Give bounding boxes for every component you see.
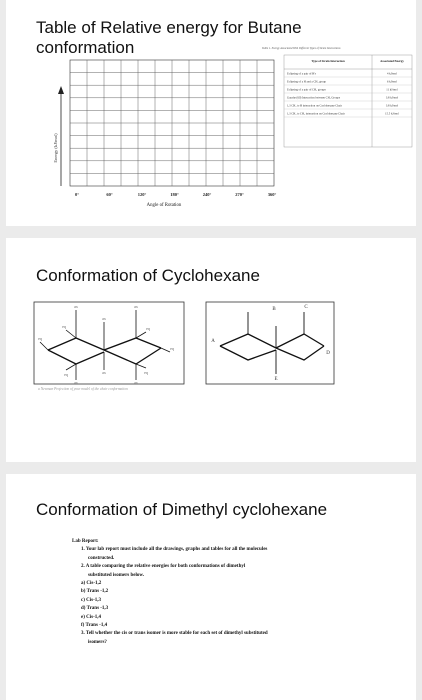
x-tick-label: 240° <box>203 192 212 197</box>
energy-grid <box>69 59 275 187</box>
label-letter-d: D <box>326 351 330 356</box>
ax-label: ax <box>74 380 78 385</box>
report-subitem: c) Cis-1,3 <box>81 597 101 603</box>
strain-energy-cell: 11 kJ/mol <box>386 88 398 92</box>
x-axis-label: Angle of Rotation <box>147 203 182 208</box>
cyclohexane-figures: ax ax ax eq eq eq eq eq eq ax ax ax <box>33 301 335 391</box>
eq-label: eq <box>170 346 174 351</box>
x-tick-labels: 0° 60° 120° 180° 240° 270° 360° <box>75 192 277 197</box>
report-item: isomers? <box>88 639 107 645</box>
report-item: substituted isomers below. <box>88 572 144 578</box>
cyclohexane-title: Conformation of Cyclohexane <box>36 266 260 285</box>
butane-title-line2: conformation <box>36 38 135 57</box>
report-item: 2. A table comparing the relative energi… <box>81 564 246 570</box>
strain-table-rows: Eclipsing of a pair of H's 4 kJ/mol Eclips… <box>284 72 412 118</box>
slide-butane: Table of Relative energy for Butane conf… <box>6 0 416 226</box>
y-axis-label: Energy (kJ/mol) <box>53 133 58 163</box>
x-tick-label: 120° <box>138 192 147 197</box>
strain-header-energy: Associated Energy <box>380 59 404 63</box>
strain-energy-cell: 6 kJ/mol <box>387 80 397 84</box>
energy-graph: Energy (kJ/mol) 0° 60° 120° 180° 240° 270° 360… <box>53 47 413 208</box>
strain-type-cell: Gauche (60) Interaction between CH₃ Grou… <box>287 96 341 100</box>
slide-dimethyl: Conformation of Dimethyl cyclohexane Lab… <box>6 474 416 700</box>
strain-energy-cell: 3.8 kJ/mol <box>386 96 398 100</box>
labeled-chair-drawing <box>219 312 325 374</box>
label-letter-e: E <box>274 377 277 382</box>
ax-label: ax <box>102 316 106 321</box>
ax-label: ax <box>74 304 78 309</box>
eq-label: eq <box>146 326 150 331</box>
report-item: 3. Tell whether the cis or trans isomer … <box>81 631 268 637</box>
strain-type-cell: 1,3 CH₃ to H interaction on Cyclohexane … <box>287 104 342 108</box>
report-subitem: e) Cis-1,4 <box>81 614 101 620</box>
strain-type-cell: Eclipsing of a H and a CH₃ group <box>287 80 327 84</box>
strain-energy-cell: 4 kJ/mol <box>387 72 397 76</box>
label-letter-a: A <box>211 339 215 344</box>
lab-report-heading: Lab Report: <box>72 539 99 544</box>
eq-label: eq <box>62 324 66 329</box>
eq-label: eq <box>64 372 68 377</box>
label-letter-b: B <box>272 307 276 312</box>
lab-report: Lab Report: 1. Your lab report must incl… <box>72 538 390 647</box>
newman-caption: a Newman Projection of your model of the… <box>38 387 128 391</box>
slide-cyclohexane: Conformation of Cyclohexane <box>6 238 416 462</box>
eq-label: eq <box>38 336 42 341</box>
strain-energy-cell: 15.5 kJ/mol <box>385 112 399 116</box>
butane-title-line1: Table of Relative energy for Butane <box>36 18 302 37</box>
ax-label: ax <box>102 370 106 375</box>
ax-label: ax <box>134 304 138 309</box>
eq-label: eq <box>144 370 148 375</box>
strain-type-cell: 1,3 CH₃ to CH₃ interaction on Cyclohexan… <box>287 112 345 116</box>
x-tick-label: 360° <box>268 192 277 197</box>
report-subitem: f) Trans -1,4 <box>81 623 108 629</box>
chair-drawing <box>39 310 171 380</box>
dimethyl-title: Conformation of Dimethyl cyclohexane <box>36 500 328 519</box>
report-subitem: a) Cis-1,2 <box>81 581 102 587</box>
labeled-chair-box <box>205 301 335 385</box>
strain-type-cell: Eclipsing of a pair of CH₃ groups <box>287 88 327 92</box>
report-subitem: b) Trans -1,2 <box>81 589 109 595</box>
report-item: 1. Your lab report must include all the … <box>81 547 268 553</box>
x-tick-label: 270° <box>235 192 244 197</box>
chair-drawing-box <box>33 301 185 385</box>
strain-type-cell: Eclipsing of a pair of H's <box>287 72 317 76</box>
chair-position-labels: ax ax ax eq eq eq eq eq eq ax ax ax <box>38 304 174 385</box>
x-tick-label: 60° <box>106 192 113 197</box>
report-item: constructed. <box>88 555 115 561</box>
strain-header-type: Type of Strain Interaction <box>311 59 345 63</box>
ax-label: ax <box>134 380 138 385</box>
label-letter-c: C <box>304 305 308 310</box>
report-subitem: d) Trans -1,3 <box>81 606 109 612</box>
strain-energy-cell: 3.8 kJ/mol <box>386 104 398 108</box>
x-tick-label: 180° <box>170 192 179 197</box>
strain-table-caption: Table 1. Energy Associated With Differen… <box>262 47 341 50</box>
x-tick-label: 0° <box>75 192 79 197</box>
